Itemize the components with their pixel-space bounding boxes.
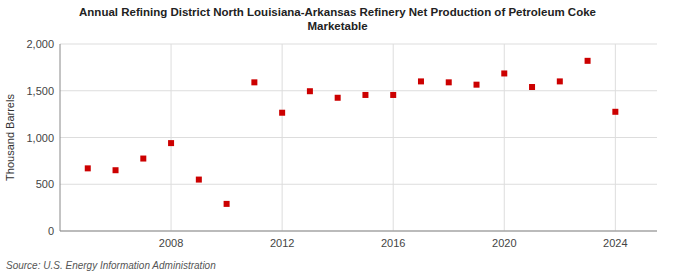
point <box>557 78 563 84</box>
x-grid-line <box>393 44 394 231</box>
y-axis-label: Thousand Barrels <box>4 94 16 181</box>
point <box>168 140 174 146</box>
point <box>140 156 146 162</box>
y-tick-label: 500 <box>36 178 54 190</box>
point <box>390 92 396 98</box>
point <box>529 84 535 90</box>
x-tick-label: 2016 <box>381 237 405 249</box>
point <box>585 58 591 64</box>
chart-svg: Annual Refining District North Louisiana… <box>0 0 675 275</box>
title-line: Annual Refining District North Louisiana… <box>79 6 596 18</box>
y-axis-line <box>60 44 61 231</box>
point <box>418 78 424 84</box>
x-grid-line <box>615 44 616 231</box>
point <box>224 201 230 207</box>
points <box>85 58 619 207</box>
x-grid-line <box>282 44 283 231</box>
y-grid-line <box>60 184 657 185</box>
point <box>113 167 119 173</box>
point <box>251 79 257 85</box>
chart-container: Annual Refining District North Louisiana… <box>0 0 675 275</box>
y-grid-line <box>60 90 657 91</box>
y-tick-label: 1,000 <box>26 132 54 144</box>
y-grid-line <box>60 231 657 232</box>
point <box>196 177 202 183</box>
point <box>446 79 452 85</box>
x-axis-line <box>60 231 657 232</box>
x-tick-label: 2012 <box>270 237 294 249</box>
title: Annual Refining District North Louisiana… <box>79 6 596 32</box>
point <box>474 82 480 88</box>
y-tick-label: 2,000 <box>26 38 54 50</box>
point <box>307 88 313 94</box>
x-grid-line <box>171 44 172 231</box>
y-grid-line <box>60 137 657 138</box>
title-line: Marketable <box>307 20 367 32</box>
point <box>612 109 618 115</box>
point <box>501 70 507 76</box>
y-grid-line <box>60 44 657 45</box>
background <box>0 0 675 275</box>
point <box>85 165 91 171</box>
y-tick-label: 1,500 <box>26 85 54 97</box>
x-tick-label: 2008 <box>159 237 183 249</box>
source-note: Source: U.S. Energy Information Administ… <box>6 260 216 271</box>
x-tick-label: 2024 <box>603 237 627 249</box>
point <box>279 110 285 116</box>
x-tick-label: 2020 <box>492 237 516 249</box>
y-tick-label: 0 <box>48 225 54 237</box>
point <box>362 92 368 98</box>
grid <box>60 44 657 231</box>
point <box>335 95 341 101</box>
